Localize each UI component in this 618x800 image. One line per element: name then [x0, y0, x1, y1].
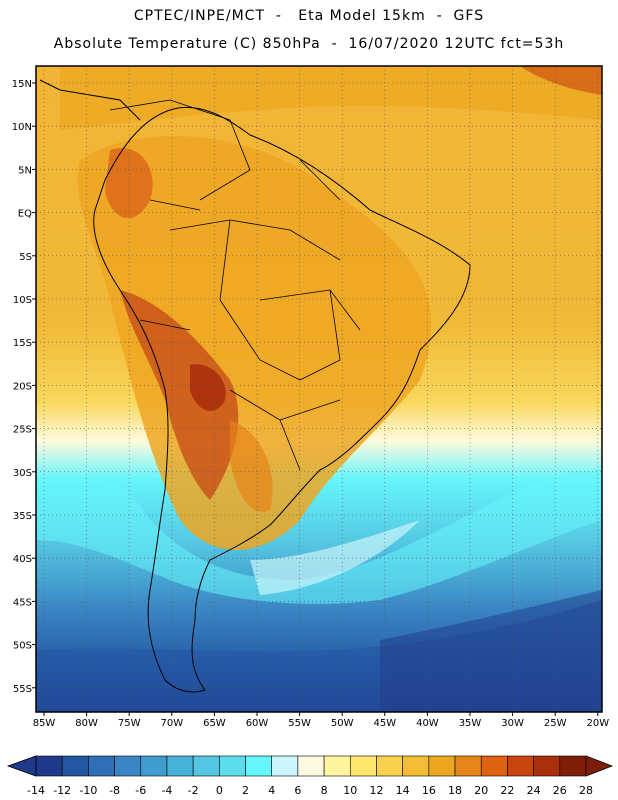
- colorbar-swatch: [428, 755, 456, 777]
- temperature-map: 15N 10N 5N EQ 5S 10S 15S 20S 25S 30S 35S 40S 45S 50S 5…: [12, 65, 609, 729]
- coastline: [39, 79, 471, 693]
- colorbar-label: -6: [135, 784, 146, 797]
- lon-label: 20W: [586, 718, 609, 729]
- lon-label: 45W: [373, 718, 396, 729]
- lon-label: 65W: [203, 718, 226, 729]
- colorbar-label: 20: [474, 784, 488, 797]
- lon-label: 30W: [501, 718, 524, 729]
- colorbar-label: 26: [553, 784, 567, 797]
- lon-label: 70W: [160, 718, 183, 729]
- colorbar-label: 14: [396, 784, 410, 797]
- temperature-field: [36, 66, 602, 712]
- colorbar-label: -12: [53, 784, 71, 797]
- colorbar-label: 2: [242, 784, 249, 797]
- lat-label: 35S: [13, 511, 32, 522]
- colorbar-label: 28: [579, 784, 593, 797]
- colorbar-swatch: [140, 755, 168, 777]
- lat-label: 20S: [13, 381, 32, 392]
- lon-label: 25W: [544, 718, 567, 729]
- colorbar-swatch: [376, 755, 403, 777]
- lon-label: 80W: [75, 718, 98, 729]
- colorbar-label: -10: [79, 784, 97, 797]
- lat-label: 30S: [13, 468, 32, 479]
- lat-label: 40S: [13, 554, 32, 565]
- colorbar-label: -2: [188, 784, 199, 797]
- colorbar-swatch: [88, 755, 115, 777]
- lat-label: 15N: [12, 79, 32, 90]
- lat-label: 50S: [13, 641, 32, 652]
- colorbar-swatch: [559, 755, 587, 777]
- colorbar-label: 8: [321, 784, 328, 797]
- colorbar-swatch: [533, 755, 561, 777]
- colorbar-label: 4: [268, 784, 275, 797]
- lon-label: 85W: [33, 718, 56, 729]
- lat-label: 45S: [13, 597, 32, 608]
- colorbar-label: -4: [161, 784, 172, 797]
- lon-label: 60W: [246, 718, 269, 729]
- colorbar-swatch: [114, 755, 142, 777]
- lon-label: 35W: [459, 718, 482, 729]
- map-frame: [35, 65, 603, 713]
- colorbar-label: 10: [343, 784, 357, 797]
- colorbar-label: 0: [216, 784, 223, 797]
- colorbar-label: -8: [109, 784, 120, 797]
- colorbar-label: 6: [294, 784, 301, 797]
- lat-label: 10S: [13, 295, 32, 306]
- chart-title-line2: Absolute Temperature (C) 850hPa - 16/07/…: [53, 36, 565, 52]
- lat-label: 15S: [13, 338, 32, 349]
- latitude-labels: 15N 10N 5N EQ 5S 10S 15S 20S 25S 30S 35S 40S 45S 50S 5…: [12, 79, 36, 695]
- lon-label: 75W: [118, 718, 141, 729]
- colorbar-label: -14: [27, 784, 45, 797]
- lon-label: 55W: [288, 718, 311, 729]
- colorbar-swatch: [61, 755, 89, 777]
- lon-label: 50W: [331, 718, 354, 729]
- colorbar: -14 -12 -10 -8 -6 -4 -2 0 2 4 6 8 10 12 14 16 18 20 22 24 26…: [6, 755, 614, 797]
- colorbar-label: 24: [527, 784, 541, 797]
- colorbar-swatch: [454, 755, 482, 777]
- colorbar-swatch: [480, 755, 508, 777]
- colorbar-label: 12: [369, 784, 383, 797]
- colorbar-swatch: [219, 755, 246, 777]
- lat-label: EQ: [18, 209, 32, 220]
- colorbar-swatch: [166, 755, 194, 777]
- chart-title-line1: CPTEC/INPE/MCT - Eta Model 15km - GFS: [133, 8, 485, 24]
- lat-label: 55S: [13, 684, 32, 695]
- lat-label: 5S: [19, 252, 32, 263]
- colorbar-swatch: [297, 755, 325, 777]
- lat-label: 25S: [13, 425, 32, 436]
- colorbar-swatch: [323, 755, 351, 777]
- colorbar-swatch: [35, 755, 63, 777]
- colorbar-label: 18: [448, 784, 462, 797]
- colorbar-high-arrow: [585, 755, 614, 777]
- lat-label: 5N: [18, 165, 32, 176]
- lon-label: 40W: [416, 718, 439, 729]
- colorbar-label: 22: [500, 784, 514, 797]
- colorbar-swatch: [192, 755, 220, 777]
- colorbar-swatch: [349, 755, 377, 777]
- colorbar-swatch: [271, 755, 299, 777]
- longitude-labels: 85W 80W 75W 70W 65W 60W 55W 50W 45W 40W 35W 30W 25W 2…: [33, 712, 609, 729]
- colorbar-swatch: [245, 755, 273, 777]
- colorbar-swatch: [402, 755, 430, 777]
- colorbar-low-arrow: [6, 755, 37, 777]
- colorbar-label: 16: [422, 784, 436, 797]
- lat-label: 10N: [12, 122, 32, 133]
- colorbar-swatch: [507, 755, 534, 777]
